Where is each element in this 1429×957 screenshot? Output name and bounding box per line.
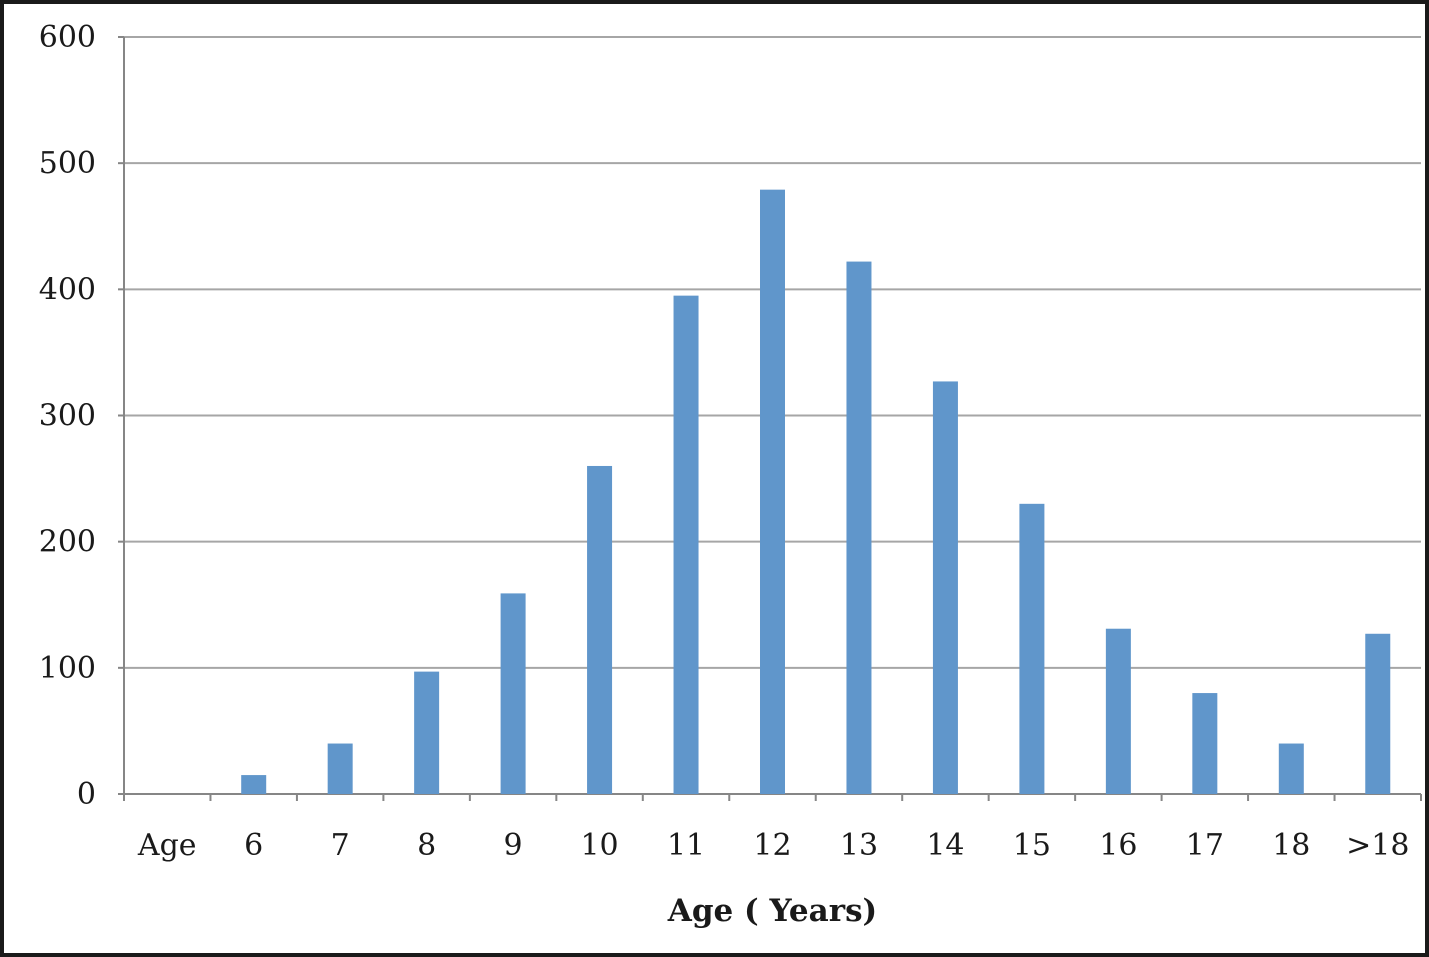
x-tick-label: 13 bbox=[840, 828, 878, 863]
x-tick-label: 9 bbox=[504, 828, 523, 863]
y-tick-label: 100 bbox=[39, 651, 96, 686]
bar->18 bbox=[1365, 633, 1391, 794]
y-tick-label: 0 bbox=[77, 777, 96, 812]
x-tick-label: 7 bbox=[331, 828, 350, 863]
bar-8 bbox=[414, 671, 440, 794]
bar-15 bbox=[1019, 503, 1045, 794]
bar-14 bbox=[932, 381, 958, 794]
bar-12 bbox=[760, 189, 785, 794]
y-tick-label: 400 bbox=[39, 272, 96, 307]
bar-7 bbox=[327, 743, 353, 794]
y-tick-labels: 0 100 200 300 400 500 600 bbox=[39, 20, 96, 812]
x-tick-label: 18 bbox=[1272, 828, 1310, 863]
bar-18 bbox=[1278, 743, 1304, 794]
bar-17 bbox=[1192, 693, 1218, 794]
bar-6 bbox=[241, 775, 267, 794]
x-tick-label: >18 bbox=[1346, 828, 1409, 863]
bar-16 bbox=[1105, 628, 1131, 794]
x-tick-label: 8 bbox=[417, 828, 436, 863]
x-tick-label: 15 bbox=[1013, 828, 1051, 863]
x-tick-label: 10 bbox=[580, 828, 618, 863]
bars bbox=[241, 189, 1391, 794]
x-tick-label: 14 bbox=[926, 828, 964, 863]
bar-chart: 0 100 200 300 400 500 600 Age 6 7 8 9 10 11 12 13 14 15 1… bbox=[39, 20, 1422, 929]
y-tick-label: 500 bbox=[39, 146, 96, 181]
y-tick-label: 300 bbox=[39, 399, 96, 434]
x-tick-label: Age bbox=[137, 828, 197, 863]
x-axis-title: Age ( Years) bbox=[667, 893, 877, 929]
x-tick-label: 11 bbox=[667, 828, 705, 863]
x-tick-label: 17 bbox=[1186, 828, 1224, 863]
x-tick-label: 16 bbox=[1099, 828, 1137, 863]
y-tick-label: 200 bbox=[39, 525, 96, 560]
bar-11 bbox=[673, 295, 699, 794]
y-tick-label: 600 bbox=[39, 20, 96, 55]
x-tick-labels: Age 6 7 8 9 10 11 12 13 14 15 16 17 18 >18 bbox=[137, 828, 1410, 863]
bar-13 bbox=[846, 261, 872, 794]
x-tick-label: 6 bbox=[244, 828, 263, 863]
bar-10 bbox=[587, 465, 613, 794]
x-tick-label: 12 bbox=[753, 828, 791, 863]
bar-9 bbox=[500, 593, 526, 794]
